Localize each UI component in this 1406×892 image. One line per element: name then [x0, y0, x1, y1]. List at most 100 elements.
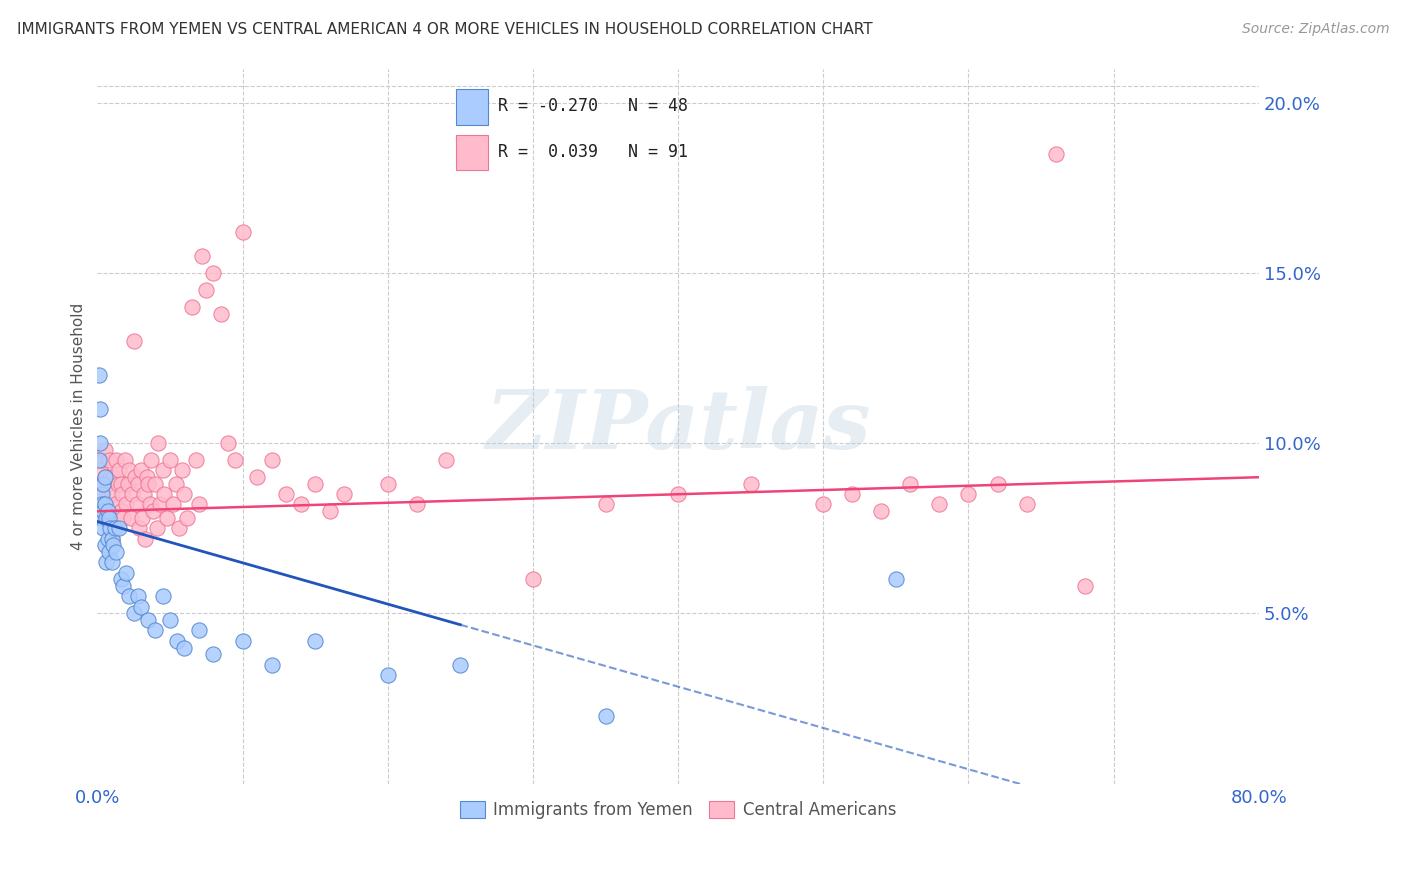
Point [122, 607, 145, 621]
Point [93, 442, 115, 457]
Point [90, 487, 112, 501]
Point [128, 521, 150, 535]
Point [145, 624, 167, 638]
Point [377, 667, 399, 681]
Point [91, 504, 114, 518]
Point [928, 498, 950, 512]
Point [135, 470, 157, 484]
Point [184, 453, 207, 467]
Point [159, 613, 181, 627]
Point [124, 470, 146, 484]
Point [666, 487, 689, 501]
Point [115, 566, 138, 580]
Point [94, 470, 117, 484]
Point [405, 498, 427, 512]
Point [173, 640, 195, 655]
Point [224, 453, 246, 467]
Point [173, 487, 195, 501]
Point [159, 453, 181, 467]
Point [98, 511, 121, 525]
Point [129, 463, 152, 477]
Point [101, 532, 124, 546]
Point [103, 470, 125, 484]
Point [96, 532, 118, 546]
Point [136, 477, 159, 491]
Point [522, 573, 544, 587]
Point [90, 453, 112, 467]
Point [100, 470, 122, 484]
Point [260, 453, 283, 467]
Point [595, 708, 617, 723]
Point [101, 532, 124, 546]
Point [202, 648, 225, 662]
Point [162, 498, 184, 512]
Point [304, 633, 326, 648]
Point [89, 436, 111, 450]
Point [232, 225, 254, 239]
Point [105, 453, 128, 467]
Point [98, 511, 121, 525]
Point [93, 498, 115, 512]
Point [232, 633, 254, 648]
Point [813, 498, 835, 512]
Point [209, 307, 232, 321]
Point [101, 555, 124, 569]
Point [217, 436, 239, 450]
Point [377, 477, 399, 491]
Point [176, 511, 198, 525]
Point [1073, 579, 1095, 593]
Point [595, 498, 617, 512]
Point [94, 511, 117, 525]
Point [170, 463, 193, 477]
Point [195, 283, 218, 297]
Point [89, 402, 111, 417]
Point [180, 300, 202, 314]
Point [96, 477, 118, 491]
Point [93, 470, 115, 484]
Point [870, 504, 893, 518]
Text: ZIPatlas: ZIPatlas [485, 386, 870, 467]
Point [841, 487, 863, 501]
Point [122, 334, 145, 348]
Point [94, 555, 117, 569]
Point [131, 511, 153, 525]
Point [108, 463, 131, 477]
Point [98, 545, 121, 559]
Point [146, 521, 169, 535]
Point [957, 487, 980, 501]
Point [112, 511, 135, 525]
Point [188, 624, 211, 638]
Point [127, 590, 149, 604]
Point [152, 590, 174, 604]
Point [986, 477, 1008, 491]
Point [111, 487, 134, 501]
Point [118, 590, 141, 604]
Point [129, 599, 152, 614]
Point [87, 368, 110, 382]
Point [260, 657, 283, 672]
Point [138, 498, 160, 512]
Legend: Immigrants from Yemen, Central Americans: Immigrants from Yemen, Central Americans [453, 794, 903, 825]
Point [333, 487, 356, 501]
Point [318, 504, 340, 518]
Point [884, 573, 907, 587]
Point [110, 477, 132, 491]
Point [98, 453, 121, 467]
Point [166, 633, 188, 648]
Point [145, 477, 167, 491]
Point [90, 511, 112, 525]
Point [103, 538, 125, 552]
Point [121, 487, 143, 501]
Point [110, 573, 132, 587]
Point [740, 477, 762, 491]
Point [165, 477, 187, 491]
Point [112, 579, 135, 593]
Point [91, 521, 114, 535]
Point [139, 453, 162, 467]
Point [115, 498, 138, 512]
Point [149, 498, 172, 512]
Point [104, 498, 127, 512]
Point [91, 477, 114, 491]
Y-axis label: 4 or more Vehicles in Household: 4 or more Vehicles in Household [72, 302, 86, 549]
Point [900, 477, 922, 491]
